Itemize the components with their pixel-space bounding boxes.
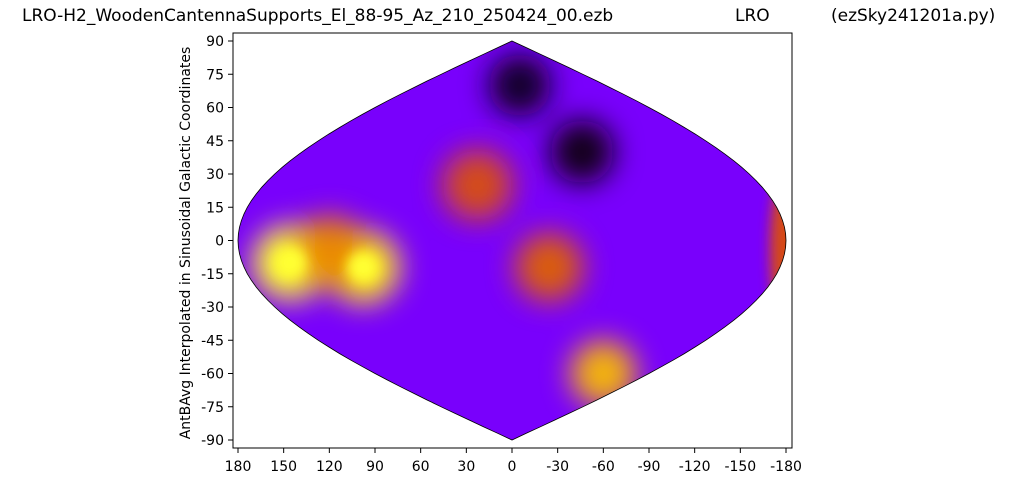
y-tick-label: -90: [201, 433, 224, 449]
x-tick-label: 150: [270, 459, 297, 475]
y-tick-label: 90: [206, 34, 224, 50]
y-tick-label: 60: [206, 101, 224, 117]
y-tick-label: 0: [215, 234, 224, 250]
intensity-feature-6: [550, 119, 614, 184]
x-tick-label: -150: [724, 459, 756, 475]
y-axis-label: AntBAvg Interpolated in Sinusoidal Galac…: [178, 46, 194, 440]
y-tick-label: 15: [206, 200, 224, 216]
intensity-feature-4: [515, 233, 584, 302]
y-tick-label: -15: [201, 267, 224, 283]
y-tick-label: 45: [206, 134, 224, 150]
x-tick-label: 120: [316, 459, 343, 475]
x-tick-label: -60: [592, 459, 615, 475]
x-tick-label: 30: [457, 459, 475, 475]
x-tick-label: 180: [225, 459, 252, 475]
x-tick-label: 60: [412, 459, 430, 475]
intensity-core-0: [274, 246, 307, 279]
y-tick-label: -75: [201, 400, 224, 416]
intensity-feature-3: [442, 150, 513, 221]
x-tick-label: -90: [638, 459, 661, 475]
y-tick-label: 75: [206, 67, 224, 83]
intensity-cores: [274, 246, 380, 284]
y-axis: 90 75 60 45 30 15 0 -15 -30 -45 -60 -75 -90: [201, 34, 233, 449]
intensity-core-1: [347, 251, 380, 284]
limb-band: [770, 160, 786, 340]
x-tick-label: -30: [546, 459, 569, 475]
y-tick-label: -45: [201, 333, 224, 349]
header-observatory: LRO: [735, 6, 770, 26]
header-program: (ezSky241201a.py): [831, 6, 996, 26]
y-tick-label: -60: [201, 367, 224, 383]
sky-map-boundary: [237, 40, 787, 441]
x-tick-label: 90: [366, 459, 384, 475]
header-filename: LRO-H2_WoodenCantennaSupports_El_88-95_A…: [22, 6, 614, 26]
x-tick-label: -120: [679, 459, 711, 475]
y-tick-label: -30: [201, 300, 224, 316]
x-tick-label: 0: [508, 459, 517, 475]
y-tick-label: 30: [206, 167, 224, 183]
x-tick-label: -180: [770, 459, 802, 475]
sky-map-intensity: [238, 41, 786, 440]
intensity-feature-7: [488, 54, 551, 117]
x-axis: 180 150 120 90 60 30 0 -30 -60 -90 -120 -150 -180: [225, 448, 802, 475]
